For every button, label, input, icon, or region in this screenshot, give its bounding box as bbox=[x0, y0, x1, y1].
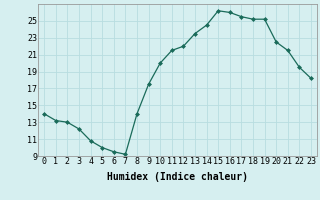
X-axis label: Humidex (Indice chaleur): Humidex (Indice chaleur) bbox=[107, 172, 248, 182]
